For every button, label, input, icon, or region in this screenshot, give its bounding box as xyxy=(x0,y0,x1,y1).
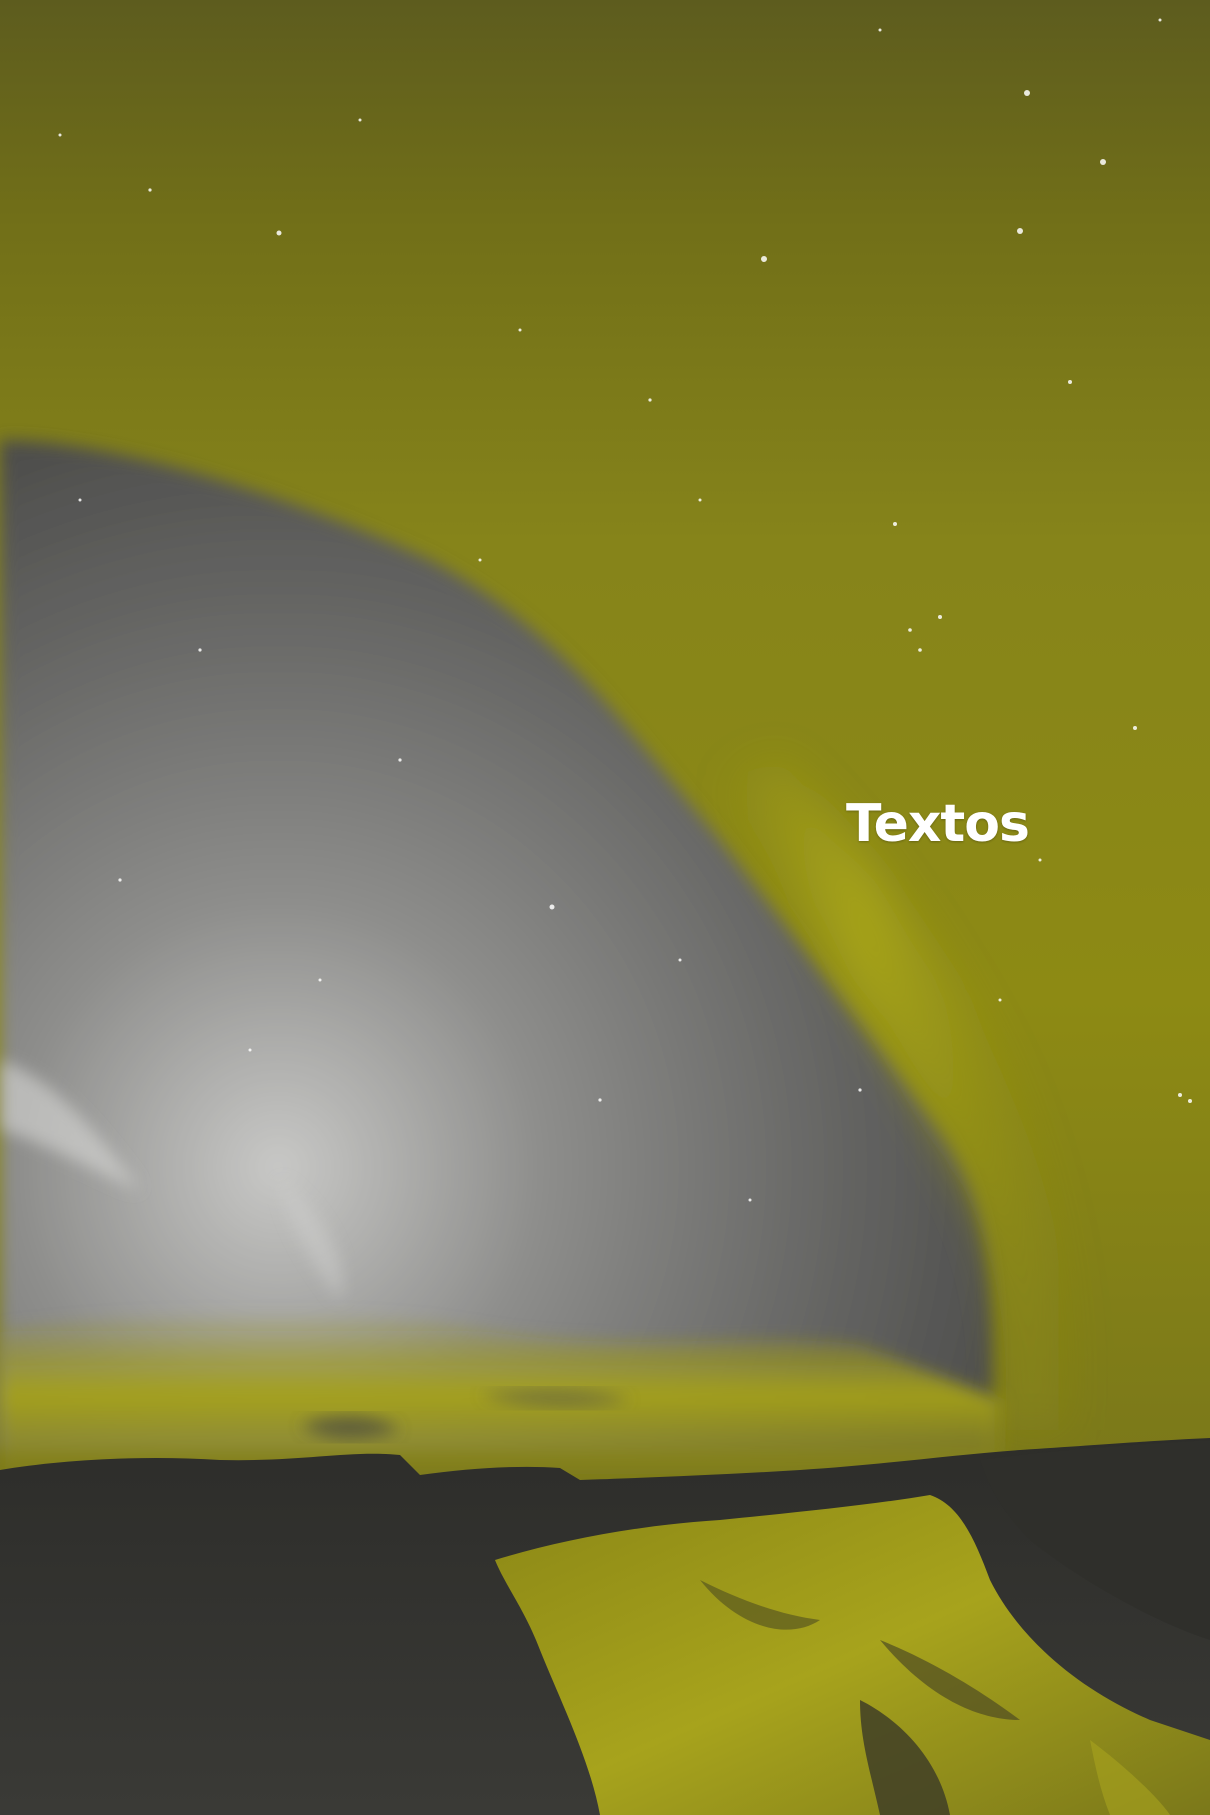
overlay-title: Textos xyxy=(846,794,1030,854)
